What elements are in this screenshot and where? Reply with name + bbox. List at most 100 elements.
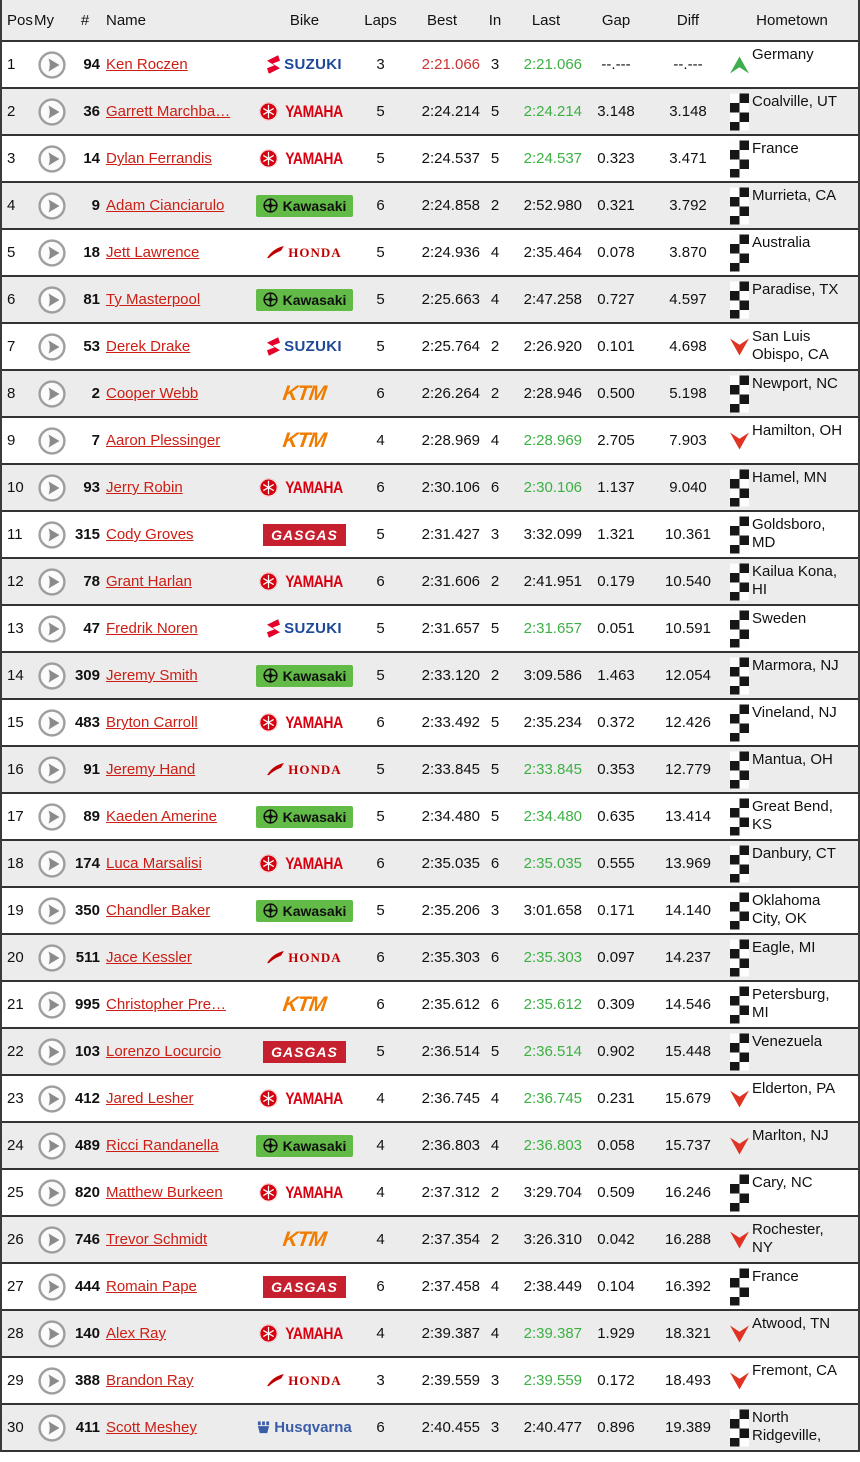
- play-button-icon[interactable]: [38, 1272, 66, 1301]
- rider-name-link[interactable]: Jared Lesher: [106, 1090, 194, 1107]
- my-rider-button[interactable]: [34, 50, 70, 79]
- my-rider-button[interactable]: [34, 896, 70, 925]
- rider-name-link[interactable]: Aaron Plessinger: [106, 432, 221, 449]
- play-button-icon[interactable]: [38, 97, 66, 126]
- rider-name-link[interactable]: Brandon Ray: [106, 1372, 194, 1389]
- play-button-icon[interactable]: [38, 990, 66, 1019]
- my-rider-button[interactable]: [34, 567, 70, 596]
- my-rider-button[interactable]: [34, 802, 70, 831]
- my-rider-button[interactable]: [34, 708, 70, 737]
- rider-name-link[interactable]: Jeremy Smith: [106, 667, 198, 684]
- table-row: 26 746 Trevor Schmidt KTM 4 2:37.354 2 3…: [2, 1217, 858, 1264]
- position-value: 28: [7, 1325, 24, 1342]
- rider-name-link[interactable]: Cody Groves: [106, 526, 194, 543]
- play-button-icon[interactable]: [38, 520, 66, 549]
- hometown-cell: Cary, NC: [726, 1170, 858, 1215]
- play-button-icon[interactable]: [38, 849, 66, 878]
- play-button-icon[interactable]: [38, 1413, 66, 1442]
- last-time: 2:38.449: [523, 1278, 582, 1295]
- yamaha-logo: YAMAHA: [259, 854, 349, 874]
- play-button-icon[interactable]: [38, 1084, 66, 1113]
- my-rider-button[interactable]: [34, 1225, 70, 1254]
- my-rider-button[interactable]: [34, 379, 70, 408]
- my-rider-button[interactable]: [34, 943, 70, 972]
- my-rider-button[interactable]: [34, 238, 70, 267]
- rider-name-link[interactable]: Trevor Schmidt: [106, 1231, 208, 1248]
- rider-name-link[interactable]: Dylan Ferrandis: [106, 150, 212, 167]
- play-button-icon[interactable]: [38, 379, 66, 408]
- rider-name-link[interactable]: Romain Pape: [106, 1278, 197, 1295]
- rider-name-link[interactable]: Matthew Burkeen: [106, 1184, 223, 1201]
- my-rider-button[interactable]: [34, 1272, 70, 1301]
- rider-name-link[interactable]: Christopher Pre…: [106, 996, 227, 1013]
- my-rider-button[interactable]: [34, 1131, 70, 1160]
- play-button-icon[interactable]: [38, 1366, 66, 1395]
- rider-name-link[interactable]: Luca Marsalisi: [106, 855, 202, 872]
- my-rider-button[interactable]: [34, 1037, 70, 1066]
- play-button-icon[interactable]: [38, 708, 66, 737]
- play-button-icon[interactable]: [38, 144, 66, 173]
- play-button-icon[interactable]: [38, 1225, 66, 1254]
- my-rider-button[interactable]: [34, 661, 70, 690]
- gap-value: 0.902: [597, 1043, 635, 1060]
- position-value: 29: [7, 1372, 24, 1389]
- my-rider-button[interactable]: [34, 285, 70, 314]
- rider-name-link[interactable]: Jett Lawrence: [106, 244, 200, 261]
- my-rider-button[interactable]: [34, 473, 70, 502]
- play-button-icon[interactable]: [38, 802, 66, 831]
- rider-name-link[interactable]: Ken Roczen: [106, 56, 188, 73]
- rider-name-link[interactable]: Alex Ray: [106, 1325, 167, 1342]
- play-button-icon[interactable]: [38, 896, 66, 925]
- rider-name-link[interactable]: Derek Drake: [106, 338, 191, 355]
- diff-value: 13.414: [665, 808, 711, 825]
- rider-name-link[interactable]: Jerry Robin: [106, 479, 183, 496]
- play-button-icon[interactable]: [38, 943, 66, 972]
- rider-name-link[interactable]: Garrett Marchba…: [106, 103, 231, 120]
- col-header-bike: Bike: [289, 11, 320, 29]
- my-rider-button[interactable]: [34, 1319, 70, 1348]
- play-button-icon[interactable]: [38, 661, 66, 690]
- play-button-icon[interactable]: [38, 426, 66, 455]
- rider-name-link[interactable]: Chandler Baker: [106, 902, 211, 919]
- my-rider-button[interactable]: [34, 1413, 70, 1442]
- play-button-icon[interactable]: [38, 1131, 66, 1160]
- rider-name-link[interactable]: Grant Harlan: [106, 573, 192, 590]
- rider-name-link[interactable]: Jace Kessler: [106, 949, 192, 966]
- play-button-icon[interactable]: [38, 285, 66, 314]
- gap-value: 0.179: [597, 573, 635, 590]
- my-rider-button[interactable]: [34, 332, 70, 361]
- my-rider-button[interactable]: [34, 1084, 70, 1113]
- rider-name-link[interactable]: Lorenzo Locurcio: [106, 1043, 222, 1060]
- my-rider-button[interactable]: [34, 614, 70, 643]
- rider-name-link[interactable]: Ty Masterpool: [106, 291, 201, 308]
- rider-name-link[interactable]: Ricci Randanella: [106, 1137, 219, 1154]
- my-rider-button[interactable]: [34, 1366, 70, 1395]
- rider-name-link[interactable]: Fredrik Noren: [106, 620, 198, 637]
- play-button-icon[interactable]: [38, 473, 66, 502]
- rider-name-link[interactable]: Cooper Webb: [106, 385, 199, 402]
- rider-name-link[interactable]: Bryton Carroll: [106, 714, 198, 731]
- play-button-icon[interactable]: [38, 614, 66, 643]
- play-button-icon[interactable]: [38, 1178, 66, 1207]
- my-rider-button[interactable]: [34, 1178, 70, 1207]
- play-button-icon[interactable]: [38, 1037, 66, 1066]
- my-rider-button[interactable]: [34, 426, 70, 455]
- play-button-icon[interactable]: [38, 567, 66, 596]
- play-button-icon[interactable]: [38, 332, 66, 361]
- rider-name-link[interactable]: Adam Cianciarulo: [106, 197, 225, 214]
- my-rider-button[interactable]: [34, 990, 70, 1019]
- rider-name-link[interactable]: Scott Meshey: [106, 1419, 197, 1436]
- play-button-icon[interactable]: [38, 50, 66, 79]
- rider-name-link[interactable]: Kaeden Amerine: [106, 808, 217, 825]
- my-rider-button[interactable]: [34, 849, 70, 878]
- play-button-icon[interactable]: [38, 238, 66, 267]
- my-rider-button[interactable]: [34, 97, 70, 126]
- my-rider-button[interactable]: [34, 191, 70, 220]
- my-rider-button[interactable]: [34, 144, 70, 173]
- play-button-icon[interactable]: [38, 191, 66, 220]
- rider-name-link[interactable]: Jeremy Hand: [106, 761, 196, 778]
- play-button-icon[interactable]: [38, 1319, 66, 1348]
- my-rider-button[interactable]: [34, 520, 70, 549]
- my-rider-button[interactable]: [34, 755, 70, 784]
- play-button-icon[interactable]: [38, 755, 66, 784]
